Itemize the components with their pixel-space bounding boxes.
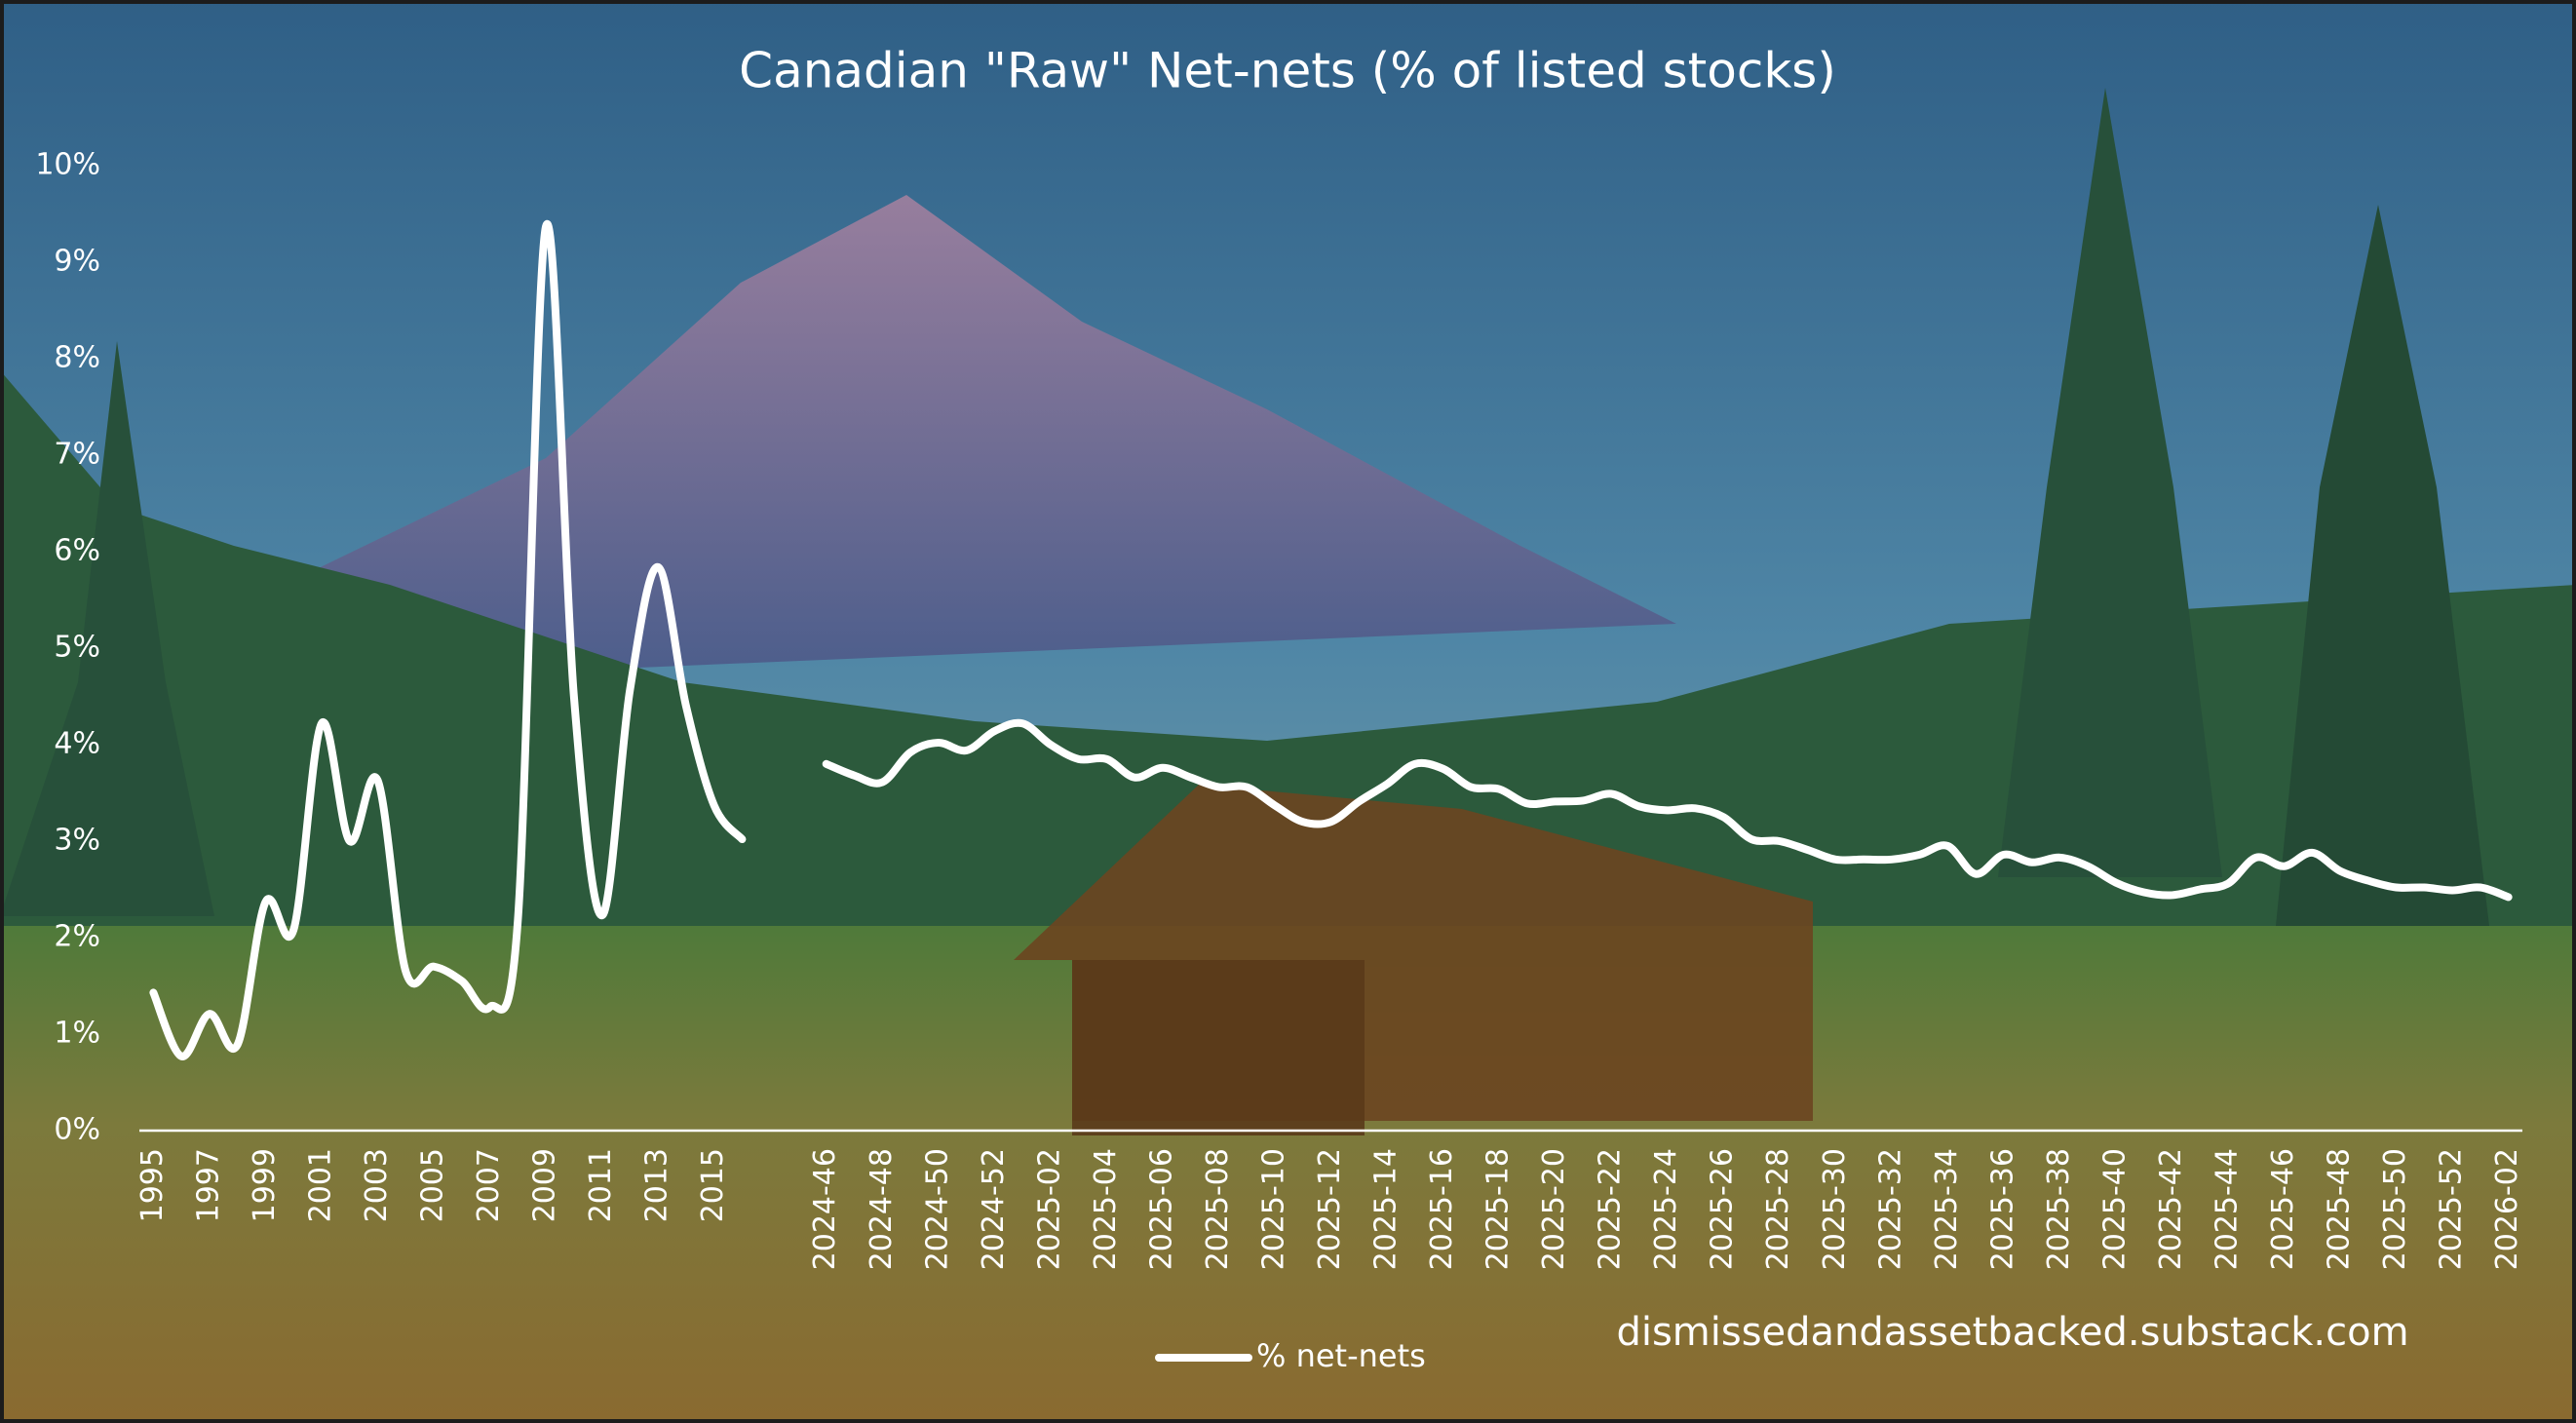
x-tick-label: 2025-06 [1144,1148,1178,1270]
x-tick-label: 2025-02 [1032,1148,1066,1270]
x-tick-label: 2025-50 [2378,1148,2412,1270]
x-tick-label: 2003 [360,1148,394,1222]
x-tick-label: 2025-10 [1256,1148,1290,1270]
x-tick-label: 2005 [416,1148,450,1222]
y-tick-label: 8% [54,341,100,375]
x-tick-label: 1995 [135,1148,170,1222]
x-tick-label: 2025-34 [1930,1148,1964,1270]
y-tick-label: 2% [54,920,100,954]
chart-title: Canadian "Raw" Net-nets (% of listed sto… [739,43,1836,99]
x-tick-label: 2009 [528,1148,562,1222]
data-line [149,219,747,1060]
watermark: dismissedandassetbacked.substack.com [1616,1310,2408,1355]
x-tick-label: 2025-28 [1761,1148,1795,1270]
x-tick-label: 2025-22 [1594,1148,1628,1270]
y-tick-label: 5% [54,631,100,665]
x-tick-label: 2025-30 [1818,1148,1852,1270]
y-tick-label: 1% [54,1017,100,1051]
data-line [822,718,2513,902]
x-tick-label: 2026-02 [2490,1148,2524,1270]
x-tick-label: 2025-42 [2154,1148,2188,1270]
x-tick-label: 2001 [303,1148,337,1222]
x-tick-label: 2025-14 [1369,1148,1403,1270]
x-tick-label: 2025-16 [1425,1148,1459,1270]
x-tick-label: 2024-50 [920,1148,954,1270]
x-tick-label: 2015 [696,1148,730,1222]
x-tick-label: 2025-36 [1985,1148,2019,1270]
y-tick-label: 6% [54,534,100,568]
x-tick-label: 2025-12 [1313,1148,1347,1270]
x-tick-label: 2013 [640,1148,674,1222]
x-tick-label: 2011 [584,1148,618,1222]
x-tick-label: 2025-18 [1481,1148,1516,1270]
x-tick-label: 2025-52 [2435,1148,2469,1270]
x-tick-label: 2025-08 [1201,1148,1235,1270]
legend-item: % net-nets [1155,1337,1426,1374]
x-tick-label: 1997 [191,1148,225,1222]
x-tick-label: 2024-46 [808,1148,842,1270]
y-tick-label: 4% [54,727,100,761]
x-tick-label: 2007 [472,1148,506,1222]
y-tick-label: 9% [54,245,100,279]
y-tick-label: 0% [54,1113,100,1147]
x-tick-label: 2025-04 [1089,1148,1123,1270]
x-tick-label: 2025-46 [2266,1148,2300,1270]
legend-label: % net-nets [1256,1337,1426,1374]
x-tick-label: 2025-40 [2097,1148,2132,1270]
x-tick-label: 2025-44 [2210,1148,2244,1270]
x-tick-label: 2024-48 [865,1148,899,1270]
x-tick-label: 1999 [248,1148,282,1222]
y-tick-label: 7% [54,438,100,472]
x-tick-label: 2025-24 [1649,1148,1683,1270]
y-tick-label: 10% [35,148,100,182]
x-tick-label: 2024-52 [977,1148,1011,1270]
x-tick-label: 2025-38 [2042,1148,2076,1270]
x-tick-label: 2025-32 [1873,1148,1907,1270]
x-tick-label: 2025-26 [1706,1148,1740,1270]
x-tick-label: 2025-48 [2323,1148,2357,1270]
x-tick-label: 2025-20 [1537,1148,1571,1270]
y-tick-label: 3% [54,824,100,858]
